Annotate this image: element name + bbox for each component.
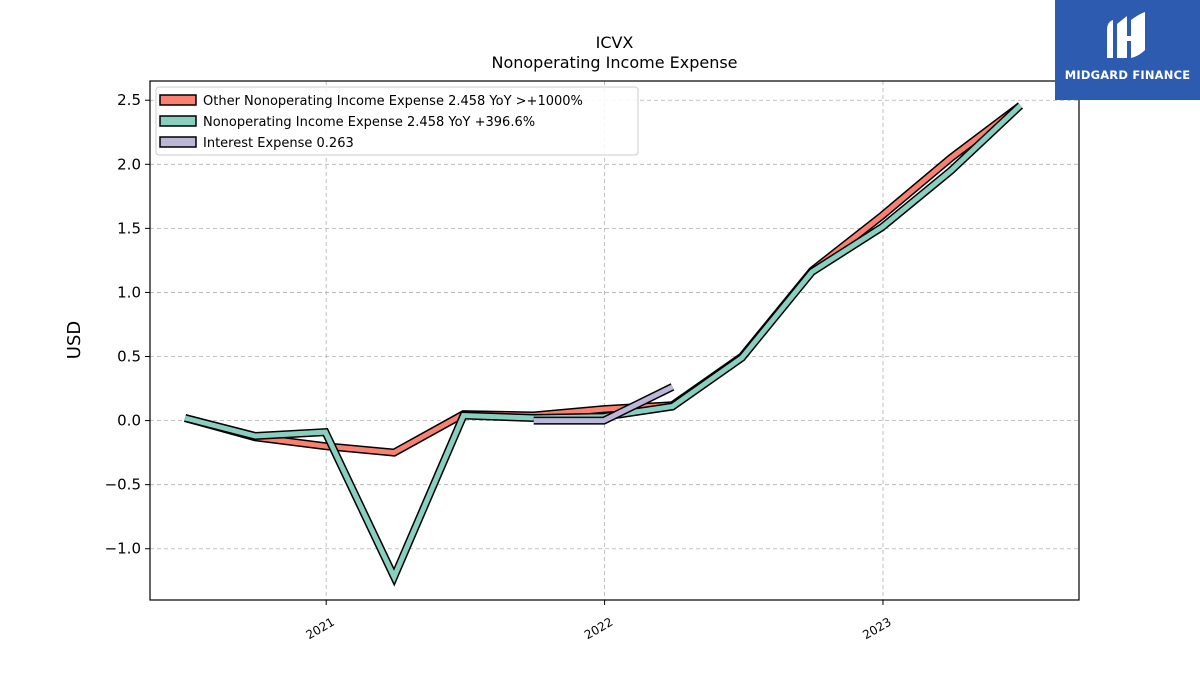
legend-entry: Interest Expense 0.263 <box>203 136 354 151</box>
midgard-logo-icon <box>1107 12 1145 58</box>
y-tick-label: −0.5 <box>105 476 141 494</box>
series-line <box>184 103 1023 583</box>
brand-logo: MIDGARD FINANCE <box>1055 0 1200 100</box>
series-line-outline <box>184 102 1024 587</box>
y-tick-label: 1.5 <box>117 219 141 237</box>
legend-frame <box>155 86 639 156</box>
legend-swatch <box>159 94 197 106</box>
legend: Other Nonoperating Income Expense 2.458 … <box>155 86 639 156</box>
y-tick-label: −1.0 <box>105 540 141 558</box>
x-tick-label: 2022 <box>582 615 615 642</box>
chart-subtitle: Nonoperating Income Expense <box>491 53 737 72</box>
brand-name: MIDGARD FINANCE <box>1064 68 1191 82</box>
y-tick-label: 1.0 <box>117 283 141 301</box>
series-line <box>533 384 674 424</box>
y-tick-label: 2.0 <box>117 155 141 173</box>
legend-swatch <box>159 136 197 148</box>
y-tick-label: 0.5 <box>117 348 141 366</box>
legend-entry: Other Nonoperating Income Expense 2.458 … <box>203 94 583 109</box>
y-axis-label: USD <box>64 321 85 359</box>
y-tick-label: 2.5 <box>117 91 141 109</box>
y-tick-label: 0.0 <box>117 412 141 430</box>
x-axis: 2021 2022 2023 <box>303 600 894 642</box>
plot-frame <box>149 80 1080 601</box>
series-line-outline <box>184 102 1023 457</box>
x-tick-label: 2021 <box>303 615 336 642</box>
legend-swatch <box>159 115 197 127</box>
x-tick-label: 2023 <box>860 615 893 642</box>
series-lines <box>184 102 1024 587</box>
chart-title: ICVX <box>596 33 634 52</box>
series-line <box>184 103 1022 456</box>
y-axis: −1.0 −0.5 0.0 0.5 1.0 1.5 2.0 2.5 <box>105 91 150 558</box>
legend-entry: Nonoperating Income Expense 2.458 YoY +3… <box>203 115 535 130</box>
grid-lines <box>150 81 1079 600</box>
